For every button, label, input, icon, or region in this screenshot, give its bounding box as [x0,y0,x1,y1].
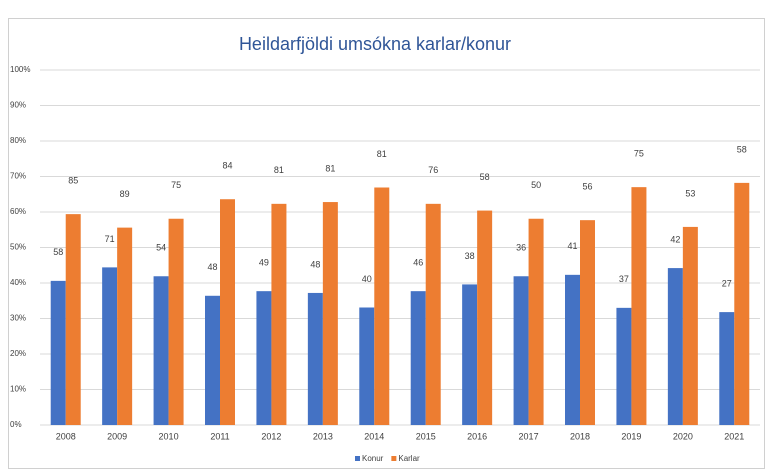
bar [410,291,426,425]
data-label: 75 [171,180,181,190]
data-label: 58 [53,247,63,257]
bar [616,307,632,425]
bar [220,199,235,425]
data-label: 48 [207,262,217,272]
legend-swatch [355,456,360,461]
data-label: 46 [413,258,423,268]
x-tick-label: 2016 [467,431,487,441]
data-label: 85 [68,176,78,186]
data-label: 81 [274,165,284,175]
x-tick-label: 2009 [107,431,127,441]
bar [117,227,133,425]
bar [565,274,580,425]
bar [425,203,441,425]
y-tick-label: 10% [10,385,26,394]
y-tick-label: 100% [10,65,30,74]
data-label: 76 [428,165,438,175]
bar [477,210,493,425]
bar [65,214,81,425]
bar [168,218,184,425]
bar [102,267,118,425]
y-tick-label: 20% [10,349,26,358]
data-label: 81 [325,163,335,173]
data-label: 27 [722,278,732,288]
x-tick-label: 2018 [570,431,590,441]
y-tick-label: 60% [10,207,26,216]
x-tick-label: 2020 [673,431,693,441]
data-label: 36 [516,243,526,253]
data-label: 50 [531,180,541,190]
data-label: 49 [259,258,269,268]
data-label: 89 [120,189,130,199]
data-label: 48 [310,259,320,269]
data-label: 75 [634,149,644,159]
data-label: 37 [619,274,629,284]
bar [50,280,66,425]
legend-label: Konur [362,454,384,463]
x-tick-label: 2012 [261,431,281,441]
y-tick-label: 80% [10,136,26,145]
bar [734,182,750,425]
x-tick-label: 2019 [621,431,641,441]
bar [719,312,735,425]
data-label: 58 [480,172,490,182]
data-label: 84 [222,161,232,171]
legend-swatch [391,456,397,461]
x-tick-label: 2017 [519,431,539,441]
bar [513,276,529,425]
y-tick-label: 50% [10,243,26,252]
data-label: 38 [465,251,475,261]
data-label: 81 [377,149,387,159]
x-tick-label: 2013 [313,431,333,441]
y-tick-label: 0% [10,420,22,429]
y-tick-label: 90% [10,101,26,110]
x-tick-label: 2008 [56,431,76,441]
data-label: 40 [362,274,372,284]
bar [631,187,647,425]
x-tick-label: 2014 [364,431,384,441]
bar [153,276,169,425]
data-label: 56 [582,182,592,192]
legend-label: Karlar [398,454,420,463]
x-tick-label: 2010 [159,431,179,441]
x-tick-label: 2015 [416,431,436,441]
bar [307,292,323,425]
bar [205,295,220,425]
y-tick-label: 30% [10,314,26,323]
data-label: 42 [670,234,680,244]
bar [374,187,390,425]
bar [462,284,478,425]
x-tick-label: 2011 [210,431,229,441]
x-tick-label: 2021 [724,431,744,441]
bar [271,203,287,425]
bar [359,307,375,425]
data-label: 54 [156,243,166,253]
data-label: 71 [105,234,115,244]
data-label: 58 [737,144,747,154]
data-label: 53 [685,188,695,198]
chart-title: Heildarfjöldi umsókna karlar/konur [239,34,511,54]
bar [256,291,272,425]
data-label: 41 [567,241,577,251]
y-tick-label: 70% [10,172,26,181]
bar [580,220,595,425]
bar [528,218,544,425]
y-tick-label: 40% [10,278,26,287]
bar [667,268,683,425]
bar [322,202,338,425]
bar [682,226,698,425]
